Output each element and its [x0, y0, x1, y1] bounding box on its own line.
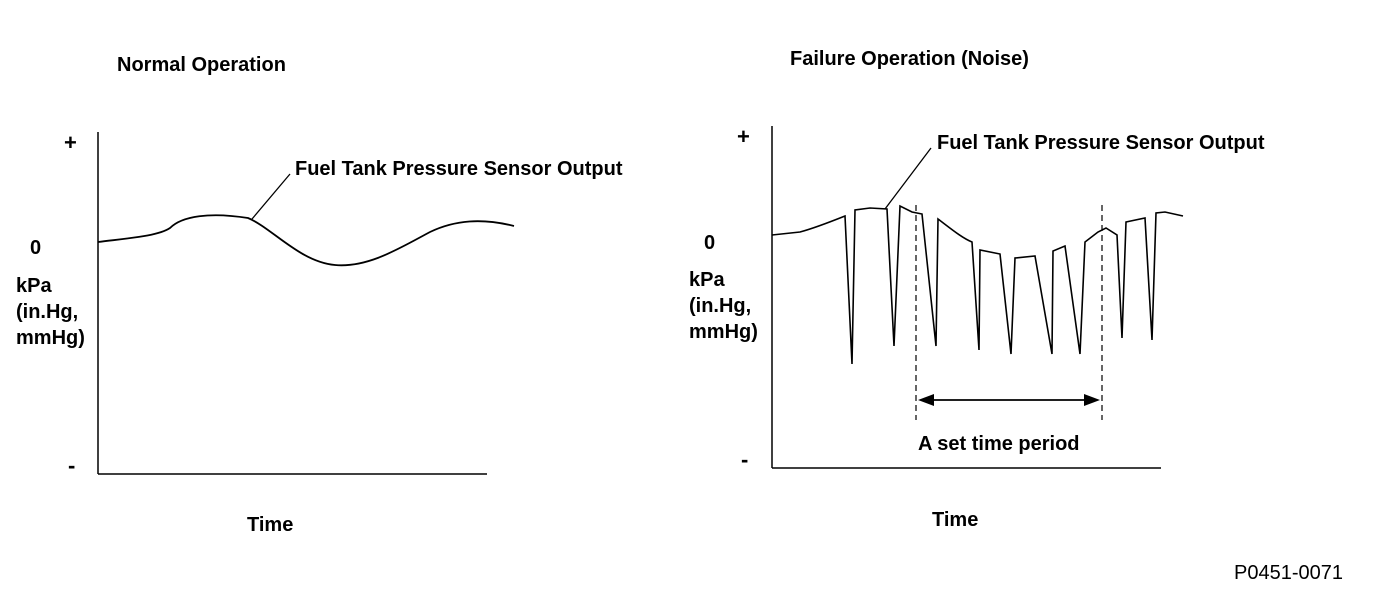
right-leader-line — [884, 147, 932, 210]
left-x-axis-label: Time — [247, 514, 294, 536]
left-sensor-curve — [97, 214, 515, 267]
left-y-zero-label: 0 — [30, 237, 42, 259]
right-x-axis-label: Time — [932, 509, 979, 531]
left-leader-line — [251, 173, 291, 220]
right-y-unit-line2: (in.Hg, — [689, 295, 752, 317]
right-series-label: Fuel Tank Pressure Sensor Output — [937, 132, 1265, 154]
period-arrow-right-head — [1084, 394, 1100, 406]
right-y-minus-label: - — [741, 447, 749, 472]
left-panel-title: Normal Operation — [117, 54, 286, 76]
left-y-minus-label: - — [68, 453, 76, 478]
right-y-plus-label: + — [737, 124, 750, 149]
left-series-label: Fuel Tank Pressure Sensor Output — [295, 158, 623, 180]
right-y-unit-line1: kPa — [689, 269, 725, 291]
right-y-zero-label: 0 — [704, 232, 716, 254]
period-label: A set time period — [918, 433, 1080, 455]
right-panel-title: Failure Operation (Noise) — [790, 48, 1029, 70]
right-sensor-curve — [771, 204, 1184, 365]
left-y-unit-line3: mmHg) — [16, 327, 85, 349]
left-y-plus-label: + — [64, 130, 77, 155]
right-y-unit-line3: mmHg) — [689, 321, 758, 343]
period-arrow-left-head — [918, 394, 934, 406]
left-y-unit-line2: (in.Hg, — [16, 301, 79, 323]
figure-code: P0451-0071 — [1234, 562, 1343, 584]
left-y-unit-line1: kPa — [16, 275, 52, 297]
